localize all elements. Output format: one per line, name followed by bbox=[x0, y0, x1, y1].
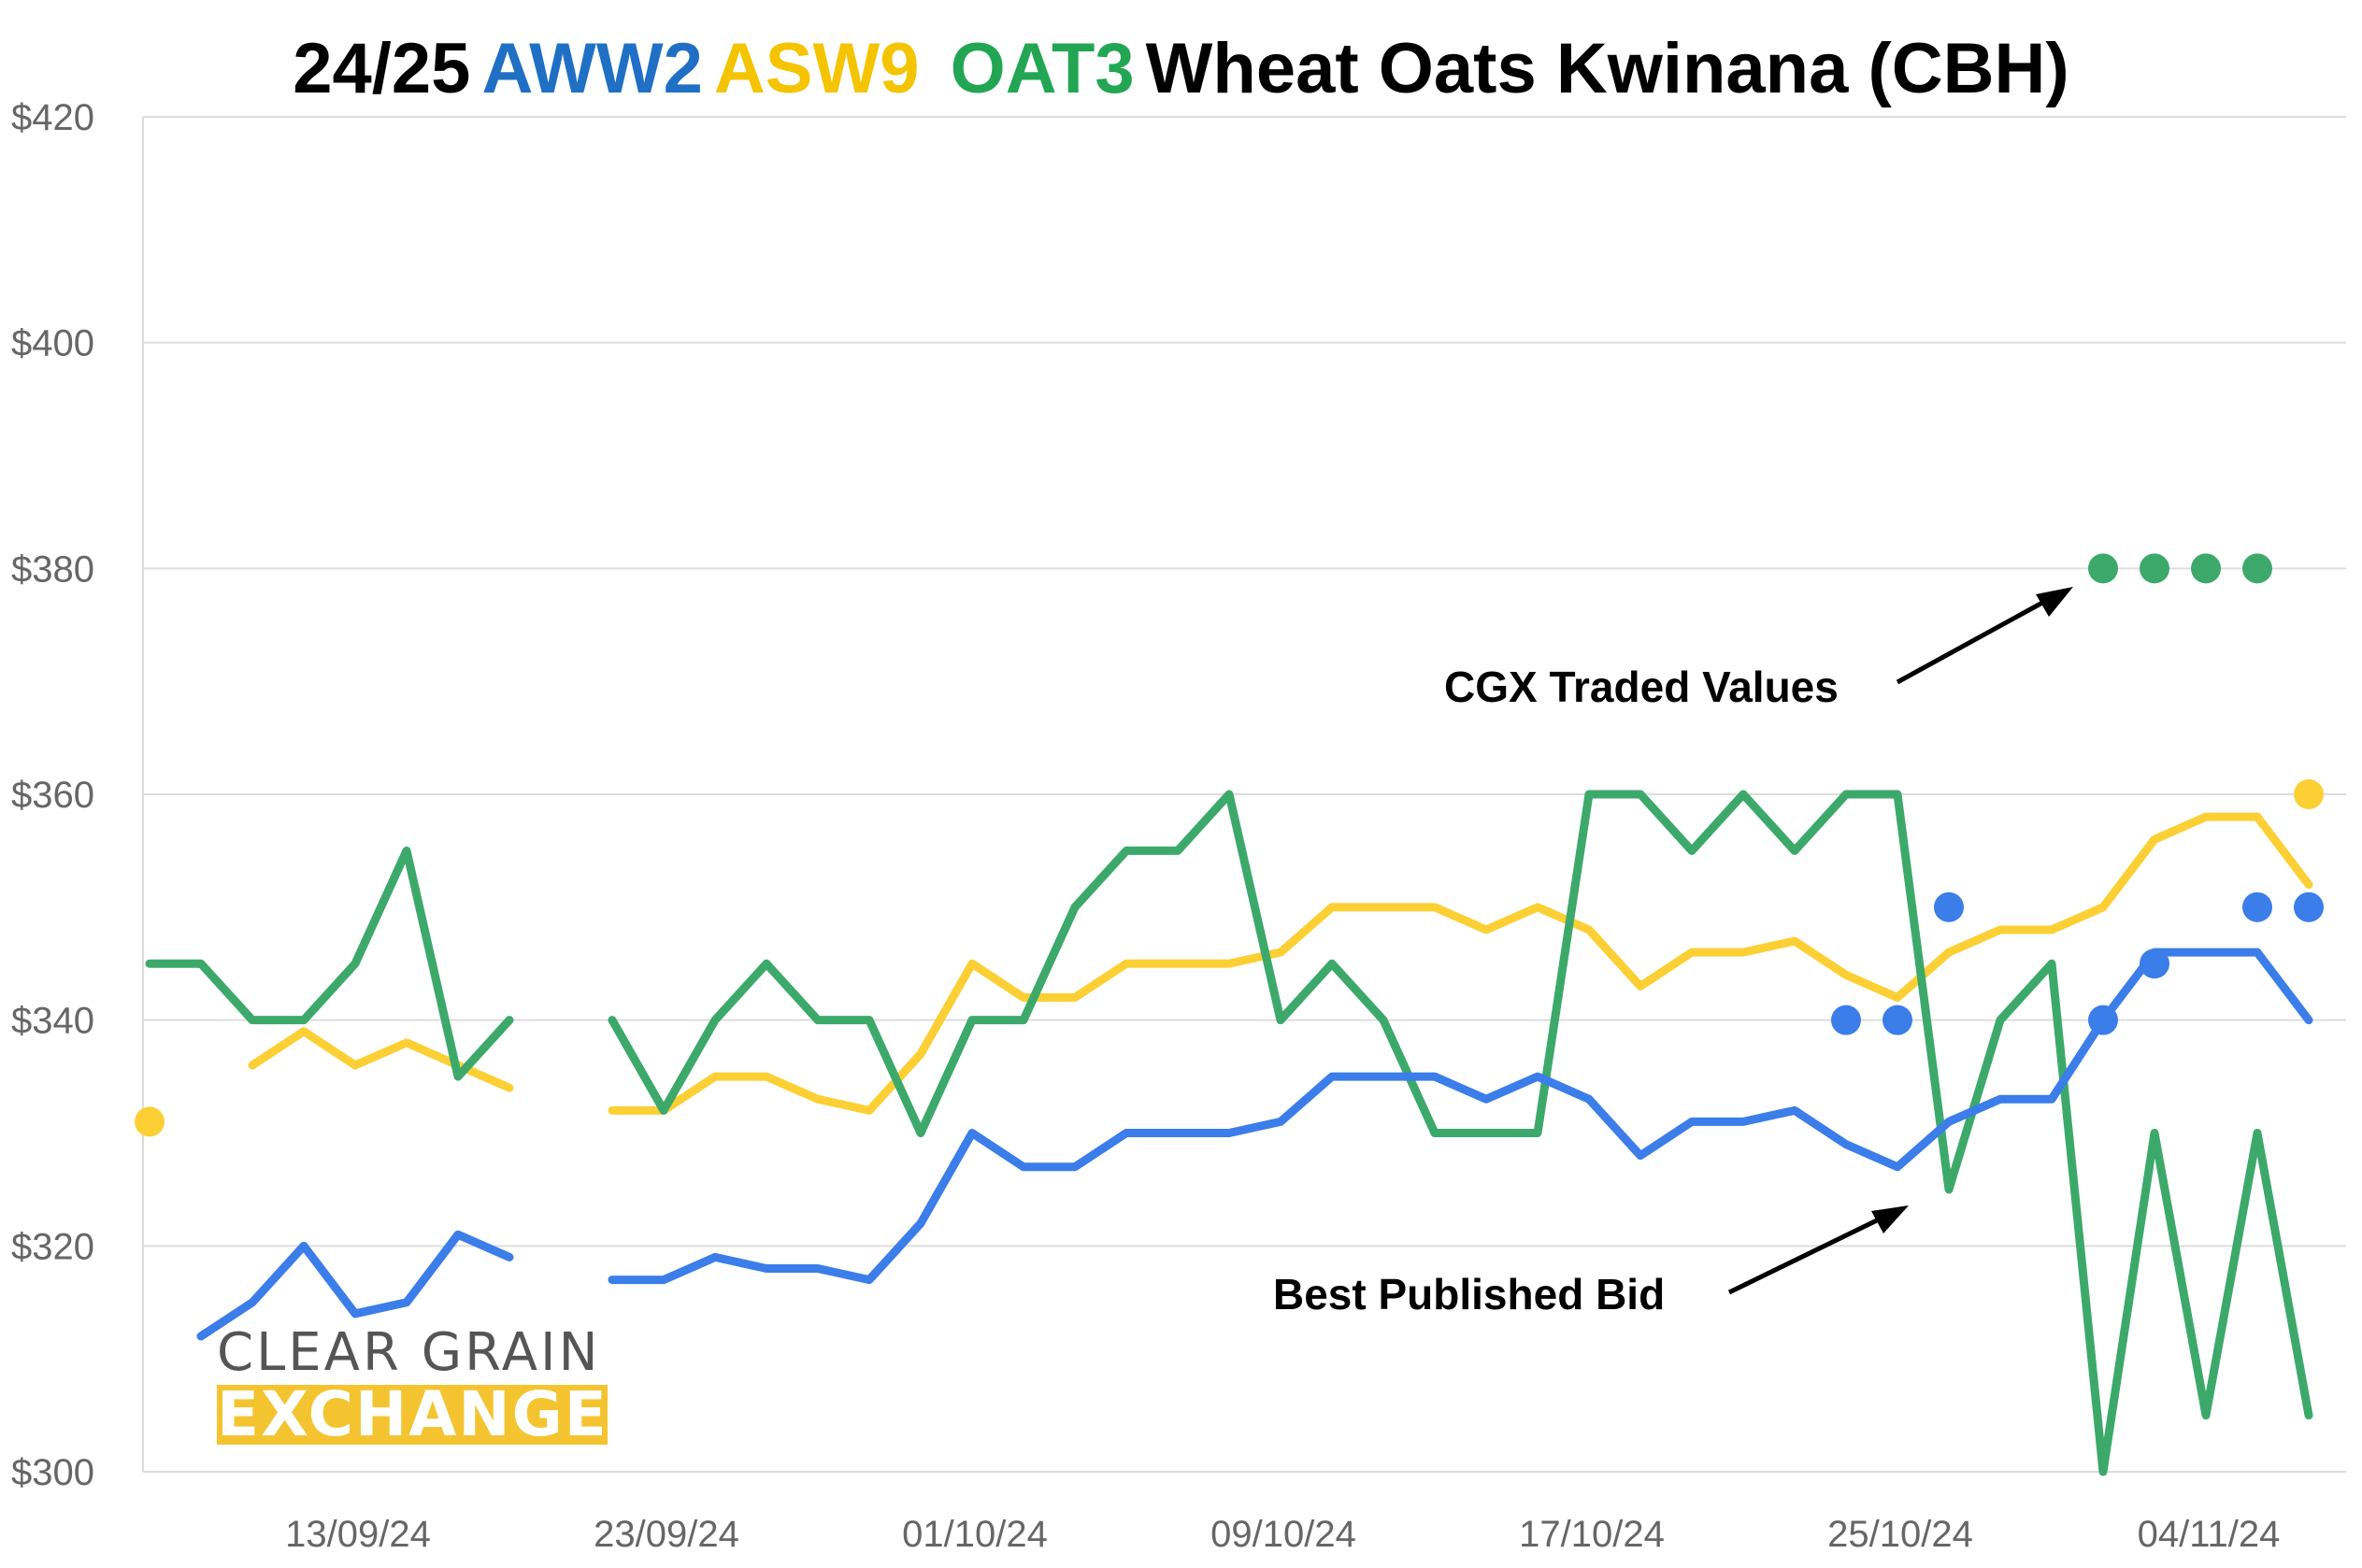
chart-title: 24/25 AWW2 ASW9 OAT3 Wheat Oats Kwinana (CB… bbox=[0, 28, 2362, 109]
traded-arrow-head bbox=[2036, 587, 2073, 617]
x-axis: 13/09/24 23/09/24 01/10/24 09/10/24 17/10/24… bbox=[285, 1514, 2280, 1555]
title-asw9: ASW9 bbox=[713, 29, 920, 108]
y-tick-label: $320 bbox=[11, 1226, 94, 1267]
traded-arrow-line bbox=[1896, 600, 2044, 685]
aww2-point bbox=[1882, 1005, 1912, 1035]
oat3-line bbox=[145, 846, 514, 1081]
asw9-point bbox=[135, 1106, 165, 1137]
oat3-point bbox=[2242, 553, 2272, 584]
y-tick-label: $400 bbox=[11, 323, 94, 364]
x-tick-label: 17/10/24 bbox=[1519, 1514, 1665, 1555]
oat3-point bbox=[2088, 553, 2118, 584]
logo-line-1: CLEAR GRAIN bbox=[217, 1322, 601, 1383]
x-tick-label: 09/10/24 bbox=[1210, 1514, 1356, 1555]
aww2-point bbox=[2088, 1005, 2118, 1035]
series-markers bbox=[135, 553, 2324, 1137]
y-tick-label: $300 bbox=[11, 1452, 94, 1493]
traded-values-annotation: CGX Traded Values bbox=[1444, 663, 1839, 711]
x-tick-label: 23/09/24 bbox=[594, 1514, 739, 1555]
y-tick-label: $380 bbox=[11, 549, 94, 590]
aww2-point bbox=[1934, 891, 1964, 922]
best-bid-annotation: Best Published Bid bbox=[1273, 1270, 1666, 1319]
title-prefix: 24/25 bbox=[293, 29, 471, 108]
annotation-arrows bbox=[1727, 587, 2073, 1295]
x-tick-label: 13/09/24 bbox=[285, 1514, 431, 1555]
aww2-line bbox=[608, 948, 2313, 1285]
x-tick-label: 01/10/24 bbox=[902, 1514, 1048, 1555]
aww2-point bbox=[2242, 891, 2272, 922]
bid-arrow-line bbox=[1727, 1217, 1881, 1295]
aww2-line bbox=[196, 1230, 514, 1341]
aww2-point bbox=[2140, 948, 2169, 979]
aww2-point bbox=[2294, 891, 2324, 922]
logo-line-2: EXCHANGE bbox=[217, 1385, 608, 1445]
y-tick-label: $340 bbox=[11, 1001, 94, 1042]
bid-arrow-head bbox=[1871, 1205, 1909, 1233]
oat3-point bbox=[2191, 553, 2221, 584]
x-tick-label: 25/10/24 bbox=[1827, 1514, 1973, 1555]
y-tick-label: $420 bbox=[11, 97, 94, 138]
title-suffix: Wheat Oats Kwinana (CBH) bbox=[1145, 29, 2069, 108]
asw9-point bbox=[2294, 779, 2324, 809]
title-oat3: OAT3 bbox=[950, 29, 1135, 108]
series-lines bbox=[145, 790, 2313, 1476]
aww2-point bbox=[1831, 1005, 1861, 1035]
title-aww2: AWW2 bbox=[481, 29, 703, 108]
oat3-point bbox=[2140, 553, 2169, 584]
grid-lines bbox=[142, 116, 2346, 1473]
y-tick-label: $360 bbox=[11, 775, 94, 816]
oat3-line bbox=[608, 790, 2313, 1476]
y-axis: $300 $320 $340 $360 $380 $400 $420 bbox=[11, 97, 94, 1493]
x-tick-label: 04/11/24 bbox=[2138, 1514, 2281, 1555]
clear-grain-exchange-logo: CLEAR GRAIN EXCHANGE bbox=[217, 1325, 609, 1445]
